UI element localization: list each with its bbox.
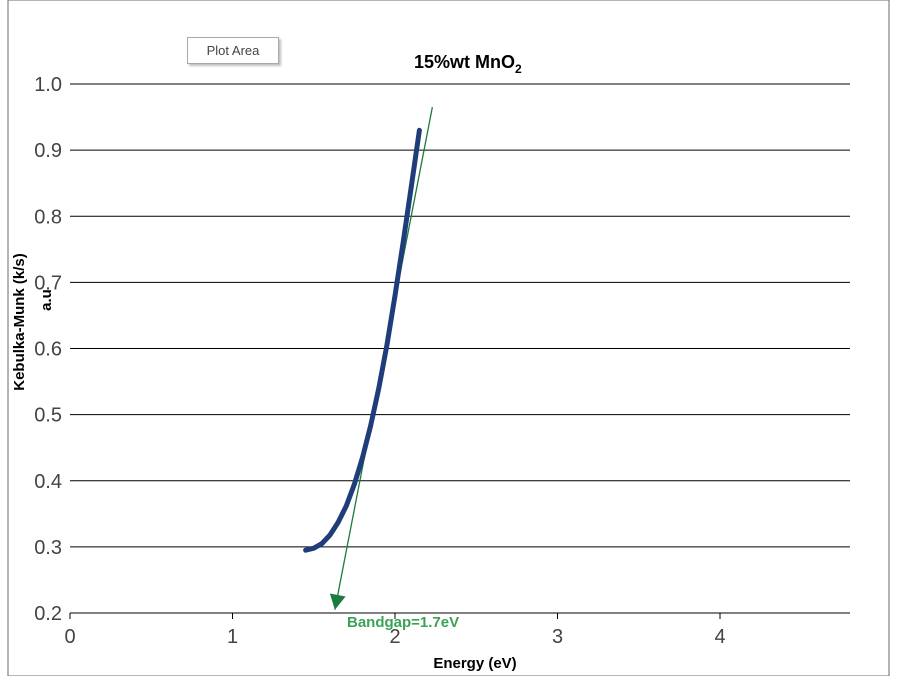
x-tick-labels: 0 1 2 3 4: [64, 626, 725, 648]
x-axis-label: Energy (eV): [433, 655, 516, 672]
y-tick-labels: 0.2 0.3 0.4 0.5 0.6 0.7 0.8 0.9 1.0: [34, 74, 62, 625]
chart-title-main: 15%wt MnO: [414, 52, 515, 72]
chart-title: 15%wt MnO2: [414, 52, 522, 76]
y-axis-label: Kebulka-Munk (k/s): [11, 253, 28, 391]
y-tick-label-0: 0.2: [34, 603, 62, 625]
y-axis-label-unit: a.u: [38, 289, 55, 311]
y-tick-label-5: 0.7: [34, 272, 62, 294]
y-tick-label-8: 1.0: [34, 74, 62, 96]
x-tick-label-2: 2: [389, 626, 400, 648]
bandgap-annotation: Bandgap=1.7eV: [347, 614, 459, 631]
x-tick-label-3: 3: [552, 626, 563, 648]
x-tick-label-0: 0: [64, 626, 75, 648]
tangent-arrowhead: [329, 593, 346, 610]
plot-area-tooltip: Plot Area: [187, 37, 279, 64]
y-tick-label-4: 0.6: [34, 339, 62, 361]
y-tick-label-1: 0.3: [34, 537, 62, 559]
chart-border: [7, 0, 890, 676]
chart-title-subscript: 2: [515, 62, 522, 76]
grid-lines: [69, 83, 850, 619]
y-tick-label-3: 0.5: [34, 405, 62, 427]
y-tick-label-2: 0.4: [34, 471, 62, 493]
y-tick-label-6: 0.8: [34, 206, 62, 228]
series-layer: [303, 127, 422, 553]
x-tick-label-1: 1: [227, 626, 238, 648]
y-tick-label-7: 0.9: [34, 140, 62, 162]
x-tick-label-4: 4: [714, 626, 725, 648]
